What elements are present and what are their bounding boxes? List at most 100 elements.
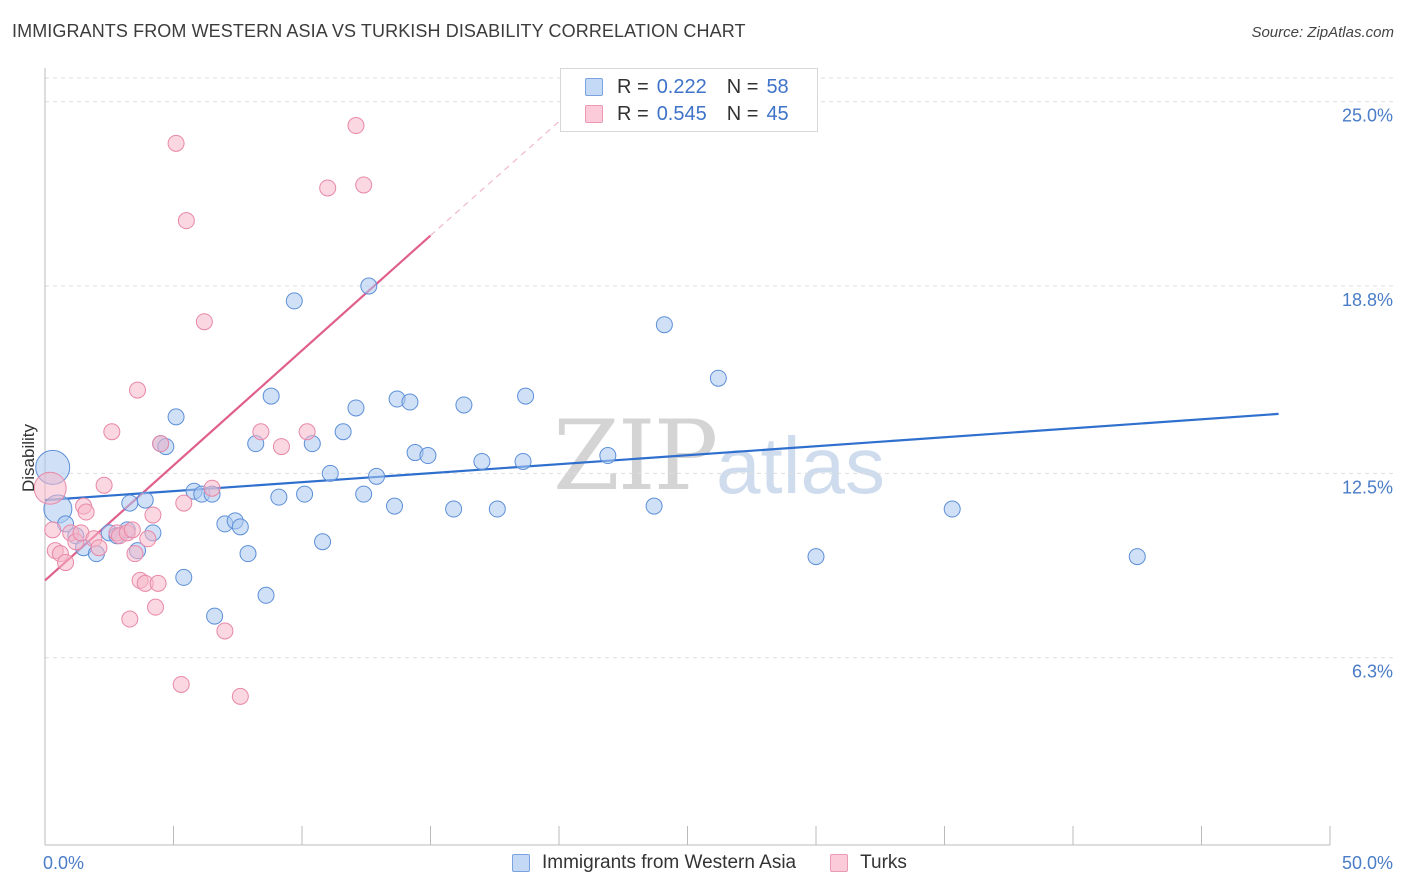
- point-western-asia: [807, 548, 825, 566]
- y-tick-label: 25.0%: [1342, 106, 1393, 126]
- data-points: [33, 117, 1146, 705]
- legend-n-label: N =: [726, 75, 759, 98]
- point-western-asia: [136, 491, 154, 509]
- y-axis-title: Disability: [19, 423, 38, 492]
- point-western-asia: [347, 399, 365, 417]
- point-western-asia: [709, 369, 727, 387]
- series-label: Immigrants from Western Asia: [542, 852, 797, 873]
- x-tick-label-min: 0.0%: [43, 853, 84, 873]
- gridlines: [45, 77, 1395, 659]
- point-turks: [167, 134, 185, 152]
- legend-n-value: 58: [766, 75, 789, 98]
- point-western-asia: [943, 500, 961, 518]
- legend-swatch-pink: [585, 105, 603, 123]
- point-turks: [77, 503, 95, 521]
- point-western-asia: [514, 452, 532, 470]
- source-credit: Source: ZipAtlas.com: [1251, 24, 1394, 41]
- point-turks: [121, 610, 139, 628]
- legend-r-label: R =: [617, 75, 649, 98]
- axis-labels: 6.3% 12.5% 18.8% 25.0% 0.0% 50.0% Disability: [19, 106, 1393, 873]
- series-legend-western-asia[interactable]: Immigrants from Western Asia: [512, 852, 796, 874]
- point-western-asia: [175, 568, 193, 586]
- y-tick-label: 6.3%: [1352, 662, 1393, 682]
- point-turks: [90, 539, 108, 557]
- point-turks: [95, 476, 113, 494]
- point-turks: [175, 494, 193, 512]
- series-legend: Immigrants from Western Asia Turks: [512, 852, 941, 874]
- point-western-asia: [285, 292, 303, 310]
- point-western-asia: [401, 393, 419, 411]
- point-western-asia: [270, 488, 288, 506]
- point-western-asia: [655, 316, 673, 334]
- point-turks: [152, 435, 170, 453]
- point-turks: [252, 423, 270, 441]
- point-turks: [231, 687, 249, 705]
- x-tick-label-max: 50.0%: [1342, 853, 1393, 873]
- point-western-asia: [455, 396, 473, 414]
- point-turks: [147, 598, 165, 616]
- legend-n-value: 45: [766, 102, 789, 125]
- point-western-asia: [419, 447, 437, 465]
- series-swatch-blue: [512, 854, 530, 872]
- point-turks: [272, 438, 290, 456]
- legend-row-turks: R = 0.545 N = 45: [585, 102, 789, 126]
- point-western-asia: [473, 452, 491, 470]
- point-turks: [298, 423, 316, 441]
- point-western-asia: [239, 545, 257, 563]
- point-western-asia: [368, 467, 386, 485]
- point-western-asia: [296, 485, 314, 503]
- point-turks: [149, 574, 167, 592]
- correlation-legend: R = 0.222 N = 58 R = 0.545 N = 45: [560, 68, 818, 132]
- series-legend-turks[interactable]: Turks: [830, 852, 907, 874]
- point-turks: [33, 471, 67, 505]
- point-western-asia: [599, 447, 617, 465]
- trend-line-turks-extension: [430, 98, 586, 236]
- series-label: Turks: [860, 852, 907, 873]
- point-turks: [203, 479, 221, 497]
- point-turks: [319, 179, 337, 197]
- point-western-asia: [488, 500, 506, 518]
- legend-n-label: N =: [726, 102, 759, 125]
- chart-title: IMMIGRANTS FROM WESTERN ASIA VS TURKISH …: [12, 21, 746, 41]
- point-western-asia: [360, 277, 378, 295]
- point-western-asia: [355, 485, 373, 503]
- point-western-asia: [334, 423, 352, 441]
- point-turks: [177, 212, 195, 230]
- legend-r-value: 0.545: [656, 102, 707, 125]
- point-western-asia: [517, 387, 535, 405]
- trend-line-western-asia: [44, 412, 1279, 502]
- legend-row-western-asia: R = 0.222 N = 58: [585, 75, 789, 99]
- point-turks: [172, 675, 190, 693]
- point-turks: [144, 506, 162, 524]
- point-western-asia: [206, 607, 224, 625]
- point-western-asia: [645, 497, 663, 515]
- point-turks: [123, 521, 141, 539]
- point-turks: [139, 530, 157, 548]
- point-western-asia: [231, 518, 249, 536]
- point-western-asia: [257, 586, 275, 604]
- y-tick-label: 12.5%: [1342, 477, 1393, 497]
- point-western-asia: [167, 408, 185, 426]
- axes: [44, 68, 1331, 846]
- point-western-asia: [262, 387, 280, 405]
- point-turks: [103, 423, 121, 441]
- point-turks: [216, 622, 234, 640]
- y-tick-label: 18.8%: [1342, 290, 1393, 310]
- legend-r-label: R =: [617, 102, 649, 125]
- point-western-asia: [1128, 548, 1146, 566]
- legend-swatch-blue: [585, 78, 603, 96]
- point-western-asia: [386, 497, 404, 515]
- point-turks: [347, 117, 365, 135]
- point-turks: [195, 313, 213, 331]
- point-western-asia: [445, 500, 463, 518]
- point-turks: [355, 176, 373, 194]
- point-western-asia: [121, 494, 139, 512]
- point-turks: [44, 521, 62, 539]
- watermark-atlas: atlas: [716, 421, 885, 510]
- point-western-asia: [314, 533, 332, 551]
- series-swatch-pink: [830, 854, 849, 872]
- point-western-asia: [321, 464, 339, 482]
- legend-r-value: 0.222: [656, 75, 707, 98]
- point-turks: [126, 545, 144, 563]
